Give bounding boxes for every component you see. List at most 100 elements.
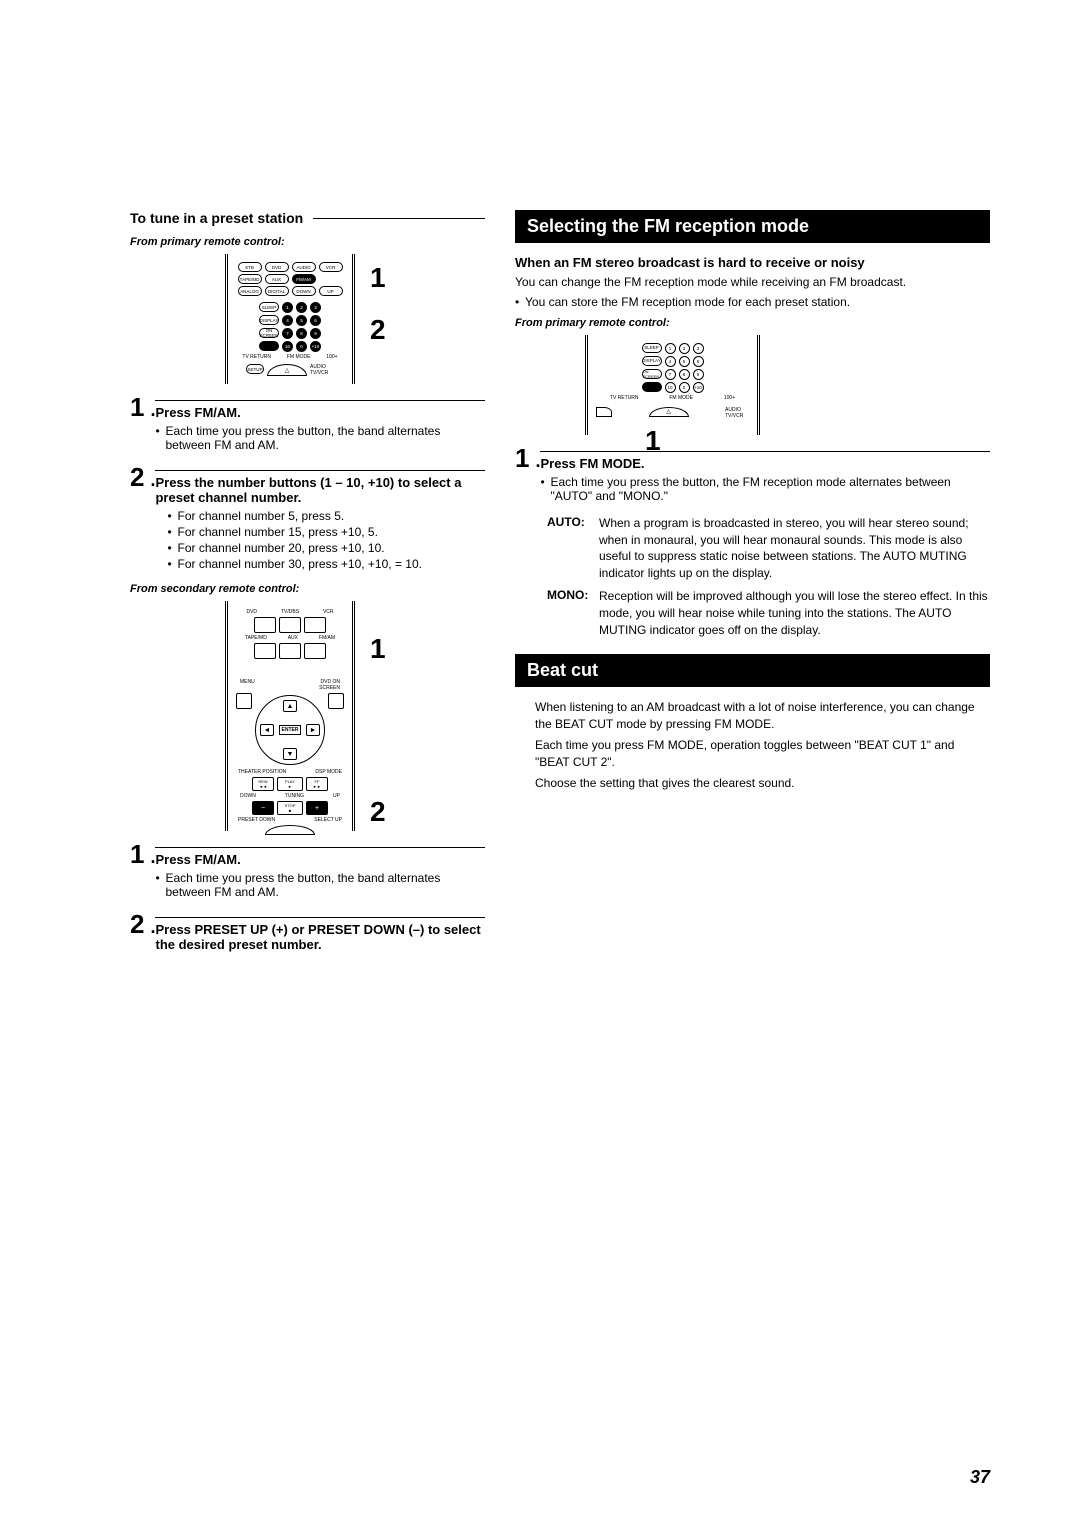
d3-0: 0 (679, 382, 690, 393)
d2-enter: ENTER (279, 725, 302, 735)
d2-callout-1: 1 (370, 633, 386, 665)
beat-p2: Each time you press FM MODE, operation t… (535, 737, 990, 771)
arrow-up-icon: ▲ (283, 700, 297, 712)
mono-text: Reception will be improved although you … (599, 588, 990, 638)
d3-7: 7 (665, 369, 676, 380)
step-2-num: 2 (130, 462, 144, 492)
d3-fmmode-btn (642, 382, 662, 392)
d3-callout-1: 1 (645, 425, 661, 457)
right-from-primary: From primary remote control: (515, 317, 990, 329)
auto-row: AUTO: When a program is broadcasted in s… (547, 515, 990, 582)
lbl-onscreen: ON SCREEN (259, 328, 279, 338)
step-rule (155, 400, 485, 401)
num-9: 9 (310, 328, 321, 339)
d2-down: DOWN (240, 793, 256, 799)
d2-up: UP (333, 793, 340, 799)
d2-ff: FF►► (306, 777, 328, 791)
step-2b-num: 2 (130, 909, 144, 939)
step-1b: 1. Press FM/AM. •Each time you press the… (130, 841, 485, 901)
step-2: 2. Press the number buttons (1 – 10, +10… (130, 464, 485, 573)
btn-vcr: VCR (319, 262, 343, 272)
num-6: 6 (310, 315, 321, 326)
d2-btn-menu (236, 693, 252, 709)
num-8: 8 (296, 328, 307, 339)
btn-audio: AUDIO (292, 262, 316, 272)
auto-text: When a program is broadcasted in stereo,… (599, 515, 990, 582)
num-3: 3 (310, 302, 321, 313)
d2-dsp: DSP MODE (315, 769, 342, 775)
step-rule (155, 470, 485, 471)
d3-audiotv: AUDIO TV/VCR (725, 407, 749, 419)
step-2-b4: For channel number 30, press +10, +10, =… (177, 557, 422, 571)
btn-fmam: FM/AM (292, 274, 316, 284)
d2-tuning: TUNING (285, 793, 304, 799)
num-2: 2 (296, 302, 307, 313)
arrow-left-icon: ◄ (260, 724, 274, 736)
step-2b-title: Press PRESET UP (+) or PRESET DOWN (–) t… (155, 922, 485, 952)
right-step-1-text: Each time you press the button, the FM r… (550, 475, 990, 503)
secondary-remote-diagram: DVD TV/DBS VCR TAPE/MD AUX FM/AM (225, 601, 355, 831)
num-1: 1 (282, 302, 293, 313)
d2-minus: − (252, 801, 274, 815)
step-2b: 2. Press PRESET UP (+) or PRESET DOWN (–… (130, 911, 485, 956)
num-0: 0 (296, 341, 307, 352)
d3-9: 9 (693, 369, 704, 380)
num-4: 4 (282, 315, 293, 326)
heading-rule (313, 218, 485, 219)
mono-row: MONO: Reception will be improved althoug… (547, 588, 990, 638)
d2-tapemd: TAPE/MD (245, 635, 267, 641)
d2-dpad: ▲ ▼ ◄ ► ENTER (255, 695, 325, 765)
preset-heading: To tune in a preset station (130, 210, 485, 226)
lbl-audiotv: AUDIO TV/VCR (310, 364, 334, 376)
step-1-title: Press FM/AM. (155, 405, 485, 420)
d2-stop: STOP■ (277, 801, 303, 815)
btn-analog: ANALOG (238, 286, 262, 296)
d2-dvd: DVD (246, 609, 257, 615)
arrow-right-icon: ► (306, 724, 320, 736)
right-step-1: 1. Press FM MODE. •Each time you press t… (515, 445, 990, 505)
callout-2: 2 (370, 314, 386, 346)
step-1-num: 1 (130, 392, 144, 422)
d3-fmmode: FM MODE (669, 395, 693, 401)
d2-tvdbs: TV/DBS (281, 609, 299, 615)
d2-menu: MENU (240, 679, 255, 691)
btn-digital: DIGITAL (265, 286, 289, 296)
fm-para1b: You can store the FM reception mode for … (525, 295, 850, 309)
beat-p3: Choose the setting that gives the cleare… (535, 775, 990, 792)
d3-1: 1 (665, 343, 676, 354)
mono-label: MONO: (547, 588, 599, 638)
step-1b-title: Press FM/AM. (155, 852, 485, 867)
lbl-100: 100+ (326, 354, 337, 360)
d2-plus: + (306, 801, 328, 815)
arrow-down-icon: ▼ (283, 748, 297, 760)
step-2-b2: For channel number 15, press +10, 5. (177, 525, 377, 539)
num-p10: +10 (310, 341, 321, 352)
d3-3: 3 (693, 343, 704, 354)
primary-remote-diagram: STB DVD AUDIO VCR TAPE/MD AUX FM/AM ANAL… (225, 254, 355, 384)
d2-rew: REW◄◄ (252, 777, 274, 791)
btn-tapemd: TAPE/MD (238, 274, 262, 284)
step-1b-num: 1 (130, 839, 144, 869)
d3-100: 100+ (724, 395, 735, 401)
left-column: To tune in a preset station From primary… (130, 210, 485, 966)
d3-10: 10 (665, 382, 676, 393)
btn-dvd: DVD (265, 262, 289, 272)
d2-btn-fmam (304, 643, 326, 659)
d3-onscreen: ON SCREEN (642, 369, 662, 379)
lbl-fmmode (259, 341, 279, 351)
d2-btn-aux (279, 643, 301, 659)
lbl-display: DISPLAY (259, 315, 279, 325)
d3-dpad-top-icon: △ (649, 407, 689, 417)
d2-btn-tapemd (254, 643, 276, 659)
d2-btn-dvd (254, 617, 276, 633)
right-step-1-num: 1 (515, 443, 529, 473)
d3-5: 5 (679, 356, 690, 367)
d3-display: DISPLAY (642, 356, 662, 366)
d2-vcr: VCR (323, 609, 334, 615)
d2-callout-2: 2 (370, 796, 386, 828)
d2-dpad-top-icon (265, 825, 315, 835)
btn-up: UP (319, 286, 343, 296)
callout-1: 1 (370, 262, 386, 294)
page-number: 37 (970, 1467, 990, 1488)
d2-btn-tvdbs (279, 617, 301, 633)
